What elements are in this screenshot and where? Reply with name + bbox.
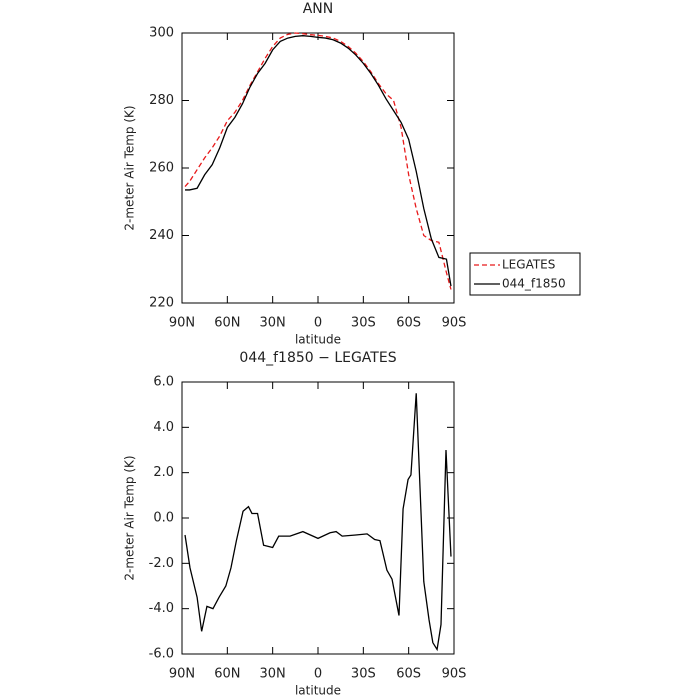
plot-frame bbox=[181, 381, 455, 655]
y-tick-label: 300 bbox=[149, 26, 174, 41]
legend-label: 044_f1850 bbox=[502, 277, 566, 291]
y-tick-label: 220 bbox=[149, 296, 174, 311]
data-line bbox=[185, 35, 452, 287]
chart-title: ANN bbox=[303, 1, 334, 17]
x-tick-label: 30N bbox=[260, 667, 286, 682]
y-tick-label: 280 bbox=[149, 93, 174, 108]
x-tick-label: 30N bbox=[260, 316, 286, 331]
x-tick-label: 30S bbox=[351, 667, 376, 682]
legend-label: LEGATES bbox=[502, 258, 555, 272]
x-tick-label: 60N bbox=[214, 667, 240, 682]
x-axis-label: latitude bbox=[295, 684, 341, 698]
x-tick-label: 90N bbox=[169, 667, 195, 682]
x-tick-label: 60N bbox=[214, 316, 240, 331]
data-line bbox=[184, 32, 452, 290]
y-tick-label: 2.0 bbox=[153, 465, 174, 480]
x-tick-label: 60S bbox=[396, 316, 421, 331]
x-tick-label: 30S bbox=[351, 316, 376, 331]
x-tick-label: 60S bbox=[396, 667, 421, 682]
y-tick-label: 0.0 bbox=[153, 511, 174, 526]
plot-frame bbox=[181, 32, 455, 304]
y-tick-label: -6.0 bbox=[149, 647, 174, 662]
y-axis-label: 2-meter Air Temp (K) bbox=[123, 105, 137, 230]
legend-box bbox=[469, 252, 581, 296]
y-tick-label: -4.0 bbox=[149, 601, 174, 616]
x-tick-label: 0 bbox=[314, 316, 322, 331]
y-tick-label: 260 bbox=[149, 161, 174, 176]
data-line bbox=[184, 393, 452, 652]
y-tick-label: 6.0 bbox=[153, 375, 174, 390]
y-tick-label: 4.0 bbox=[153, 420, 174, 435]
x-tick-label: 0 bbox=[314, 667, 322, 682]
x-tick-label: 90N bbox=[169, 316, 195, 331]
y-tick-label: -2.0 bbox=[149, 556, 174, 571]
y-axis-label: 2-meter Air Temp (K) bbox=[123, 455, 137, 580]
y-tick-label: 240 bbox=[149, 228, 174, 243]
x-tick-label: 90S bbox=[442, 316, 467, 331]
chart-title: 044_f1850 − LEGATES bbox=[239, 350, 396, 366]
x-tick-label: 90S bbox=[442, 667, 467, 682]
x-axis-label: latitude bbox=[295, 333, 341, 347]
